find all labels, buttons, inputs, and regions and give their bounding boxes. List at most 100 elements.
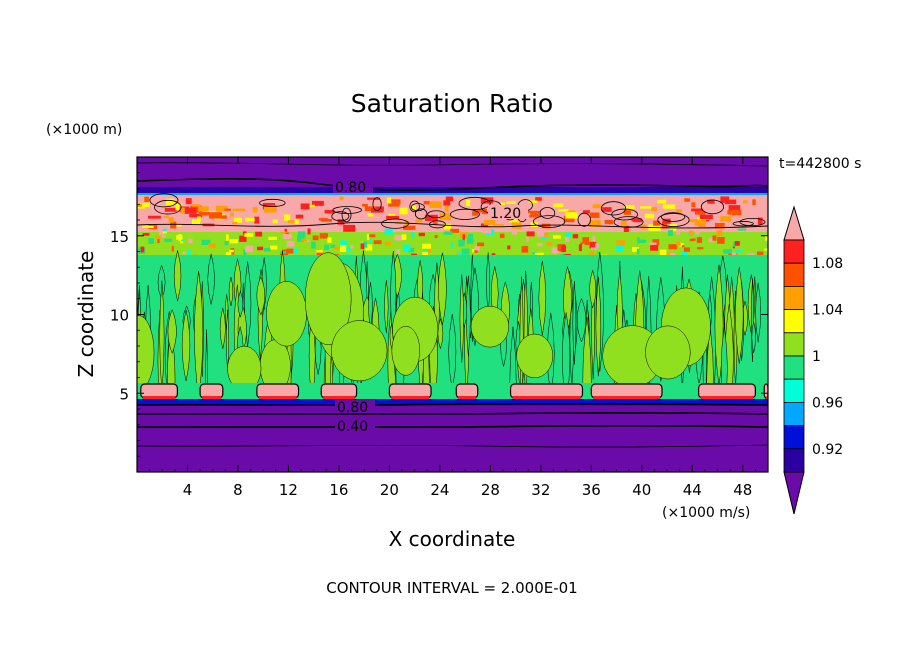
upper-cell (720, 196, 730, 203)
upper-cell (699, 214, 713, 220)
upper-cell (565, 212, 578, 219)
cloud-base-patch (256, 383, 300, 399)
cloud-base-patch-rim (766, 396, 768, 399)
upper-cell (443, 224, 451, 230)
transition-cell (764, 248, 768, 251)
upper-cell (650, 206, 658, 211)
upper-cell (623, 210, 631, 215)
cloud-base-patch-rim (593, 396, 660, 399)
cloud-base-patch-rim (700, 396, 754, 399)
upper-cell (191, 204, 200, 207)
cloud-streaks (137, 249, 761, 457)
transition-cell (591, 247, 598, 250)
upper-cell (443, 200, 451, 206)
transition-cell (717, 237, 725, 244)
transition-cell (307, 228, 311, 235)
contour-080-lower (137, 403, 768, 407)
transition-cell (369, 237, 372, 244)
transition-cell (297, 231, 306, 238)
transition-cell (434, 235, 438, 239)
transition-cell (652, 239, 660, 246)
transition-cell (499, 233, 505, 239)
upper-cell (472, 211, 479, 216)
transition-cell (526, 231, 535, 237)
transition-cell (507, 245, 511, 250)
upper-contour-ring (414, 208, 428, 220)
upper-cell (295, 214, 304, 219)
transition-cell (468, 233, 473, 237)
transition-cell (361, 241, 364, 244)
upper-cell (662, 218, 671, 224)
cloud-base-patch-rim (323, 396, 355, 399)
upper-cell (386, 197, 392, 204)
transition-cell (297, 234, 304, 242)
transition-cell (201, 239, 211, 245)
upper-cell (232, 208, 246, 212)
transition-cell (537, 242, 543, 247)
upper-cell (399, 207, 408, 215)
transition-cell (650, 245, 659, 251)
transition-cell (462, 234, 465, 242)
transition-cell (592, 235, 596, 242)
contour-060-lower (137, 412, 768, 416)
transition-cell (697, 247, 704, 250)
colorbar-swatch (783, 378, 805, 403)
upper-cell (215, 205, 228, 212)
upper-contour-ring (660, 212, 686, 222)
transition-cell (346, 246, 351, 252)
upper-cell (480, 223, 488, 227)
upper-cyan-edge (137, 193, 768, 196)
x-tick-label: 36 (582, 481, 601, 499)
x-tick-label: 40 (632, 481, 651, 499)
transition-cell (186, 250, 191, 256)
chart-title: Saturation Ratio (351, 89, 553, 118)
upper-cell (429, 201, 442, 208)
cloud-streak (589, 269, 597, 309)
upper-cell (245, 217, 255, 222)
transition-cell (649, 242, 657, 245)
upper-cell (300, 203, 310, 210)
upper-cell (676, 209, 682, 212)
transition-cell (578, 244, 582, 252)
transition-cell (268, 236, 277, 240)
transition-cell (639, 239, 647, 243)
upper-cell (662, 204, 676, 209)
upper-cell (691, 208, 703, 212)
transition-cell (171, 245, 174, 252)
upper-contour-ring (600, 201, 627, 216)
transition-cell (565, 237, 570, 242)
transition-cell (632, 246, 640, 252)
upper-cell (624, 205, 635, 209)
upper-cell (230, 212, 234, 217)
contour-labels: 0.80 1.20 0.80 0.40 (333, 179, 528, 435)
upper-cell (423, 200, 430, 205)
transition-cell (668, 244, 678, 250)
upper-cell (541, 223, 551, 229)
lower-blue-edge (137, 399, 768, 403)
cloud-base-patch-rim (512, 396, 581, 399)
upper-cell (432, 222, 438, 225)
upper-cell (164, 207, 177, 212)
transition-cell (384, 228, 393, 235)
transition-cell (734, 250, 744, 253)
transition-cell (616, 240, 625, 246)
cloud-base-patch (199, 383, 224, 399)
cloud-streak (572, 281, 577, 365)
transition-cell (402, 244, 411, 252)
transition-cell (482, 229, 487, 233)
cloud-base-patch (697, 383, 756, 399)
transition-cell (683, 247, 691, 252)
contour-080-upper (137, 177, 768, 191)
upper-cell (198, 212, 210, 216)
upper-contour-ring (613, 216, 644, 228)
upper-cell (165, 198, 175, 206)
cloud-streak (437, 317, 444, 350)
cloud-blob (470, 305, 510, 348)
cloud-base-patch (140, 383, 178, 399)
transition-cell (731, 252, 737, 256)
transition-cell (521, 246, 529, 253)
upper-cell (757, 217, 763, 225)
upper-contour-ring (259, 198, 286, 207)
transition-cell (373, 240, 382, 245)
y-tick-label: 5 (119, 385, 129, 403)
